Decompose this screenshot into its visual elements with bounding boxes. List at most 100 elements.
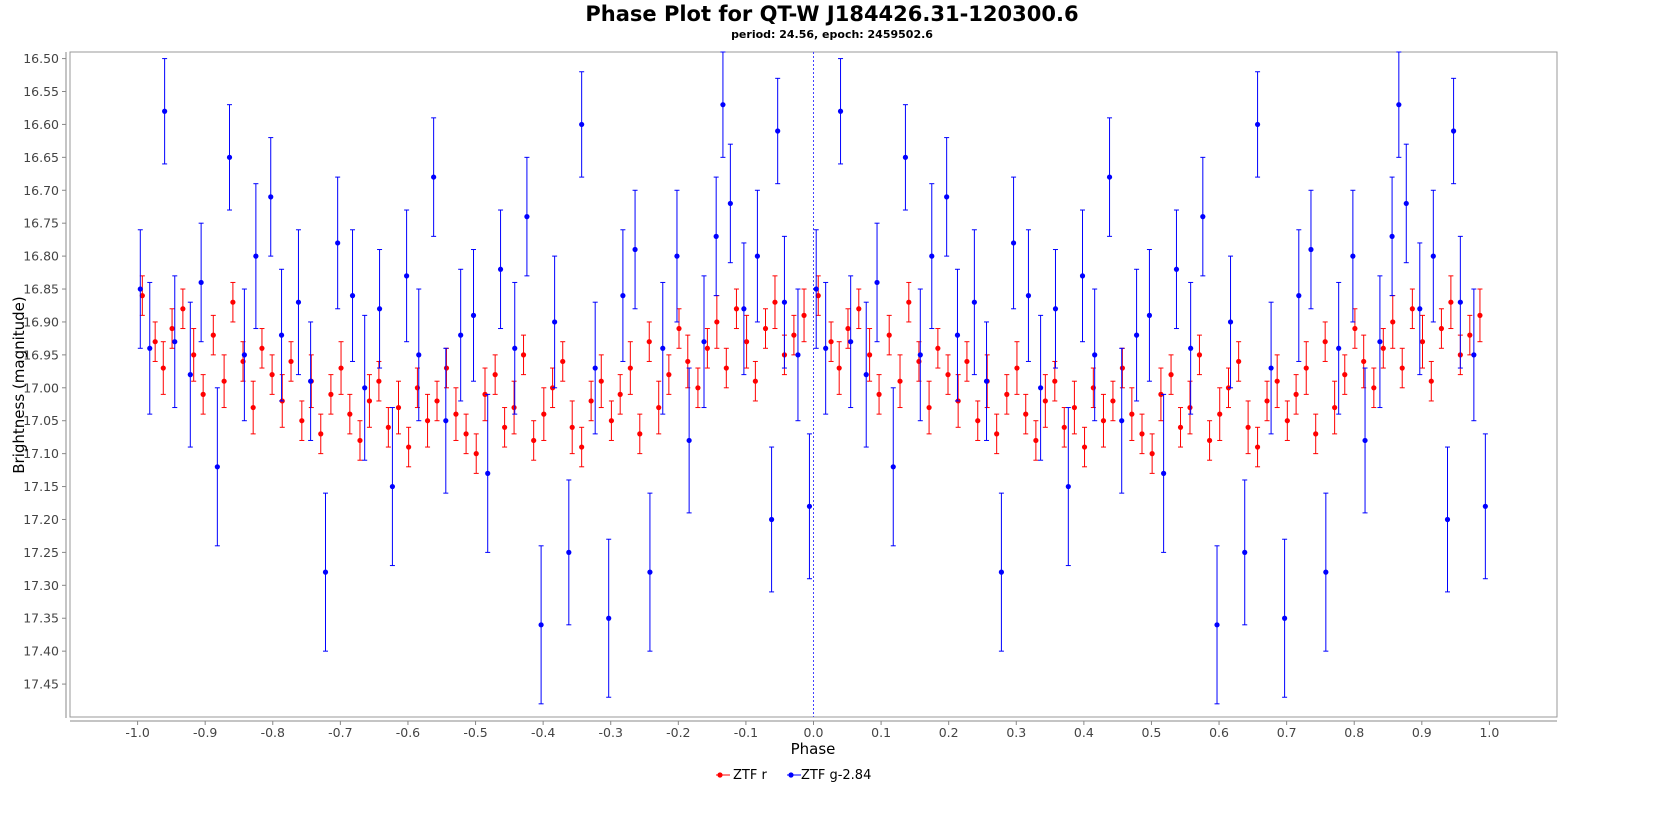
ztf-r-point: [1342, 372, 1348, 378]
ztf-g-point: [1268, 365, 1274, 371]
y-tick-label: 17.30: [23, 578, 59, 593]
ztf-r-point: [376, 378, 382, 384]
ztf-g-point: [713, 233, 719, 239]
ztf-g-point: [775, 128, 781, 134]
ztf-g-point: [701, 339, 707, 345]
ztf-g-point: [863, 372, 869, 378]
x-tick-label: 0.2: [939, 725, 959, 740]
ztf-g-point: [335, 240, 341, 246]
x-tick-label: -0.9: [193, 725, 217, 740]
ztf-g-point: [1227, 319, 1234, 325]
ztf-r-point: [520, 352, 527, 358]
ztf-g-point: [1052, 306, 1059, 312]
y-tick-label: 17.20: [23, 512, 59, 527]
ztf-g-point: [647, 569, 653, 575]
ztf-g-point: [823, 345, 829, 351]
y-tick-label: 17.35: [23, 611, 59, 626]
ztf-g-point: [322, 569, 329, 575]
ztf-g-point: [579, 121, 585, 128]
ztf-r-point: [845, 325, 851, 332]
y-tick-label: 17.00: [23, 380, 59, 395]
ztf-g-point: [620, 293, 626, 299]
x-tick-label: 0.3: [1006, 725, 1026, 740]
y-tick-label: 17.45: [23, 677, 59, 692]
ztf-r-point: [1158, 391, 1164, 397]
ztf-g-point: [512, 345, 518, 351]
ztf-r-point: [815, 293, 821, 299]
ztf-r-point: [975, 418, 981, 424]
ztf-r-point: [453, 411, 459, 417]
ztf-r-point: [1332, 404, 1338, 411]
ztf-r-point: [646, 339, 652, 345]
ztf-r-point: [463, 431, 469, 437]
y-axis-ticks: 16.50 16.55 16.60 16.65 16.70 16.75 16.80 16.85…: [23, 51, 66, 692]
ztf-r-point: [385, 424, 391, 430]
ztf-r-point: [482, 391, 488, 397]
ztf-g-point: [147, 345, 153, 351]
chart-subtitle: period: 24.56, epoch: 2459502.6: [731, 28, 933, 41]
y-tick-label: 17.05: [23, 413, 59, 428]
ztf-g-point: [172, 339, 178, 345]
ztf-g-point: [686, 437, 692, 444]
legend-label-ztf-r: ZTF r: [733, 768, 767, 783]
ztf-g-point: [1025, 293, 1032, 299]
ztf-r-point: [1409, 306, 1415, 312]
x-tick-label: -0.1: [734, 725, 758, 740]
ztf-r-point: [502, 424, 508, 430]
ztf-r-point: [743, 339, 750, 345]
x-tick-label: 0.8: [1344, 725, 1364, 740]
ztf-g-point: [485, 470, 491, 476]
ztf-r-point: [1236, 358, 1242, 365]
ztf-r-point: [318, 431, 324, 437]
ztf-r-point: [1196, 352, 1203, 358]
ztf-g-point: [754, 253, 760, 259]
ztf-r-point: [1428, 378, 1434, 384]
ztf-r-point: [945, 372, 951, 378]
ztf-r-point: [1052, 378, 1058, 384]
ztf-r-point: [791, 332, 797, 338]
ztf-r-point: [906, 299, 912, 305]
ztf-g-point: [1214, 622, 1220, 628]
ztf-g-point: [524, 214, 530, 220]
ztf-r-point: [1467, 332, 1473, 338]
ztf-r-point: [1217, 411, 1223, 417]
ztf-r-point: [180, 306, 186, 312]
ztf-r-point: [994, 431, 1000, 437]
ztf-r-point: [152, 339, 158, 345]
y-tick-label: 16.65: [23, 150, 59, 165]
ztf-r-point: [1390, 319, 1396, 325]
ztf-r-point: [1245, 424, 1251, 430]
ztf-r-point: [328, 391, 334, 397]
series-ztf-r: [139, 275, 1483, 474]
ztf-r-point: [828, 339, 834, 345]
ztf-g-point: [727, 200, 733, 207]
y-tick-label: 16.80: [23, 249, 59, 264]
legend-label-ztf-g: ZTF g-2.84: [801, 768, 871, 783]
ztf-g-point: [1482, 503, 1488, 509]
ztf-r-point: [935, 345, 941, 351]
ztf-r-point: [723, 365, 729, 371]
ztf-r-point: [1438, 325, 1445, 332]
ztf-r-point: [1100, 418, 1107, 424]
x-tick-label: -0.4: [531, 725, 555, 740]
ztf-g-point: [1146, 312, 1153, 318]
ztf-g-point: [1065, 483, 1071, 490]
ztf-g-point: [566, 549, 572, 555]
ztf-g-point: [278, 332, 285, 338]
ztf-r-point: [1061, 424, 1067, 430]
ztf-r-point: [406, 444, 412, 450]
ztf-r-point: [395, 404, 402, 411]
ztf-g-point: [917, 352, 923, 358]
ztf-r-point: [886, 332, 892, 338]
ztf-r-point: [1477, 312, 1483, 318]
ztf-r-point: [704, 345, 710, 351]
ztf-g-point: [1308, 246, 1314, 253]
ztf-r-point: [1371, 385, 1377, 391]
x-tick-label: -0.6: [396, 725, 420, 740]
ztf-g-point: [162, 108, 168, 114]
ztf-r-point: [1361, 358, 1367, 365]
ztf-r-point: [366, 398, 373, 404]
ztf-r-point: [1322, 339, 1328, 345]
ztf-g-point: [1242, 549, 1248, 555]
ztf-g-point: [902, 154, 909, 160]
